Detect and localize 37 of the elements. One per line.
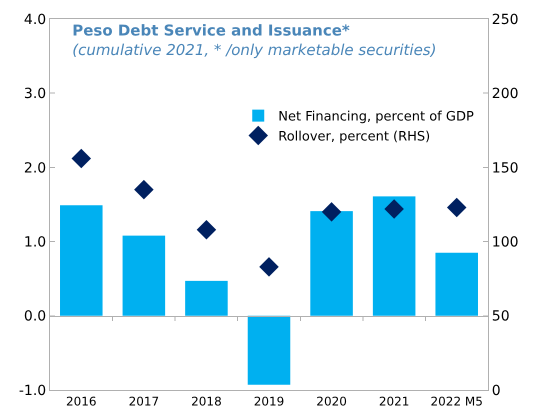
x-tick-label: 2022 M5 <box>430 394 483 408</box>
point <box>72 148 92 168</box>
chart-title: Peso Debt Service and Issuance* <box>72 22 350 40</box>
point <box>134 180 154 200</box>
y2-tick-label: 0 <box>492 382 501 399</box>
legend-label: Net Financing, percent of GDP <box>278 110 474 125</box>
bar <box>248 316 290 385</box>
bar <box>122 236 166 316</box>
y-tick-label: 3.0 <box>24 86 46 102</box>
x-tick-label: 2020 <box>316 394 347 408</box>
point <box>322 202 342 222</box>
x-tick-label: 2017 <box>128 394 160 408</box>
bar <box>435 252 478 316</box>
text: (cumulative 2021, * /only marketable securities) <box>72 41 436 60</box>
y2-tick-label: 250 <box>492 12 519 28</box>
y-tick-label: -1.0 <box>18 382 46 399</box>
y-tick-label: 0.0 <box>24 308 46 325</box>
y2-tick-label: 150 <box>492 160 519 176</box>
bar <box>310 211 353 316</box>
x-tick-label: 2021 <box>378 394 410 408</box>
y2-tick-label: 200 <box>492 86 519 102</box>
x-tick-label: 2018 <box>191 394 222 408</box>
bar <box>60 205 103 316</box>
bar <box>185 280 228 316</box>
x-tick-label: 2016 <box>66 394 97 408</box>
point <box>259 257 279 277</box>
point <box>446 198 466 218</box>
point <box>384 199 404 219</box>
y-tick-label: 4.0 <box>24 12 46 28</box>
bar <box>372 196 416 316</box>
y2-tick-label: 100 <box>492 234 519 250</box>
y-tick-label: 1.0 <box>24 234 46 250</box>
point <box>196 220 216 240</box>
x-tick-label: 2019 <box>254 394 284 408</box>
legend-label: Rollover, percent (RHS) <box>278 130 430 145</box>
y2-tick-label: 50 <box>492 308 510 325</box>
y-tick-label: 2.0 <box>24 160 46 176</box>
